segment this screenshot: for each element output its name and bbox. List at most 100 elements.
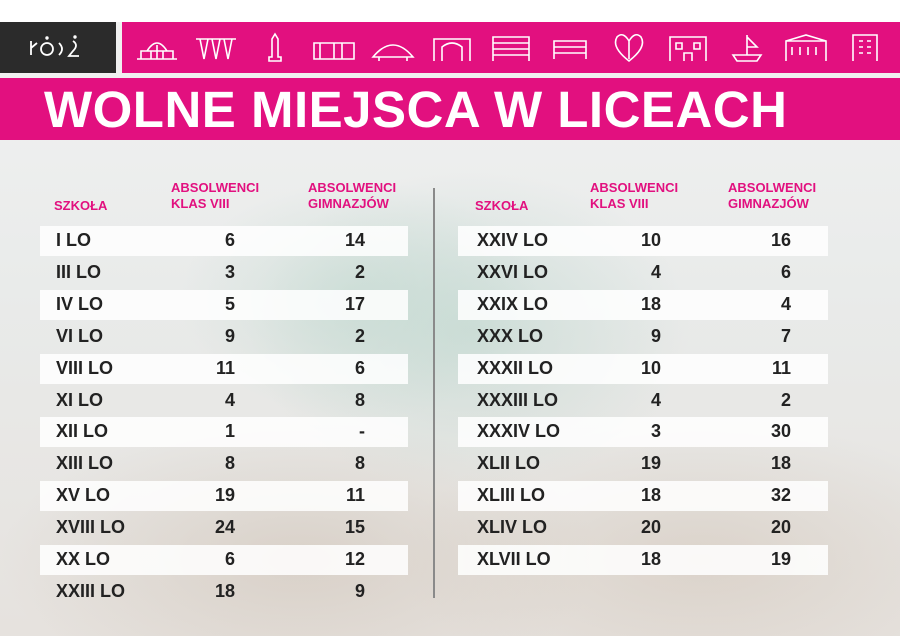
- table-row: XI LO 4 8: [40, 386, 408, 416]
- cell-gimnazjow: 2: [354, 325, 365, 346]
- cell-school: XVIII LO: [56, 517, 126, 538]
- cell-school: III LO: [56, 261, 101, 282]
- arena-icon: [371, 43, 415, 61]
- cell-gimnazjow: 11: [345, 485, 365, 506]
- cell-klas-viii: 1: [224, 421, 235, 442]
- cell-gimnazjow: 18: [770, 453, 791, 474]
- office-block-icon: [553, 39, 587, 59]
- cell-gimnazjow: 6: [780, 261, 791, 282]
- cell-klas-viii: 19: [640, 453, 661, 474]
- table-row: XIII LO 8 8: [40, 449, 408, 479]
- cell-klas-viii: 18: [640, 485, 661, 506]
- canopy-icon: [196, 37, 237, 59]
- cell-klas-viii: 20: [640, 517, 661, 538]
- cell-gimnazjow: 8: [354, 389, 365, 410]
- cell-school: XXVI LO: [477, 261, 549, 282]
- table-row: IV LO 5 17: [40, 289, 408, 320]
- header-klas-viii-right: ABSOLWENCI KLAS VIII: [590, 180, 678, 212]
- header-school-right: SZKOŁA: [475, 198, 529, 213]
- table-row: XLIV LO 20 20: [458, 513, 828, 543]
- cell-school: XXIX LO: [477, 293, 549, 314]
- cell-gimnazjow: 15: [344, 517, 365, 538]
- factory-icon: [313, 41, 356, 60]
- gate-icon: [433, 37, 471, 61]
- header-line: KLAS VIII: [171, 196, 230, 211]
- table-row: VIII LO 11 6: [40, 353, 408, 384]
- cell-gimnazjow: 14: [344, 230, 365, 250]
- header-line: GIMNAZJÓW: [728, 196, 809, 211]
- cell-klas-viii: 9: [650, 325, 661, 346]
- cell-school: XLVII LO: [477, 549, 551, 569]
- cell-klas-viii: 4: [650, 261, 661, 282]
- ship-icon: [731, 34, 763, 62]
- cell-klas-viii: 10: [640, 230, 661, 250]
- cell-gimnazjow: 2: [780, 389, 791, 410]
- cell-gimnazjow: 16: [770, 230, 791, 250]
- table-row: XXXIII LO 4 2: [458, 386, 828, 416]
- table-row: XXIII LO 18 9: [40, 577, 408, 607]
- header-line: KLAS VIII: [590, 196, 649, 211]
- cell-klas-viii: 19: [214, 485, 235, 506]
- table-row: VI LO 9 2: [40, 322, 408, 352]
- palace-icon: [668, 35, 707, 61]
- title-band: [0, 78, 900, 140]
- cell-school: VI LO: [56, 325, 104, 346]
- cell-klas-viii: 18: [640, 549, 661, 569]
- cell-school: XLIII LO: [477, 485, 546, 506]
- cell-school: XIII LO: [56, 453, 114, 474]
- cell-gimnazjow: 17: [344, 293, 365, 314]
- header-line: ABSOLWENCI: [308, 180, 397, 195]
- cell-gimnazjow: 4: [780, 293, 791, 314]
- cell-school: VIII LO: [56, 357, 114, 378]
- cell-gimnazjow: 32: [770, 485, 791, 506]
- cell-gimnazjow: 19: [770, 549, 791, 569]
- cell-school: XXX LO: [477, 325, 544, 346]
- header-line: GIMNAZJÓW: [308, 196, 389, 211]
- cell-gimnazjow: 20: [770, 517, 791, 538]
- cell-klas-viii: 9: [224, 325, 235, 346]
- cell-school: XXXIII LO: [477, 389, 559, 410]
- cell-school: XI LO: [56, 389, 104, 410]
- cell-gimnazjow: -: [359, 421, 365, 442]
- cell-gimnazjow: 30: [770, 421, 791, 442]
- cell-gimnazjow: 9: [354, 580, 365, 601]
- header-line: ABSOLWENCI: [171, 180, 260, 195]
- cell-klas-viii: 6: [224, 230, 235, 250]
- lodz-logo-mark: [30, 34, 79, 57]
- table-row: XLVII LO 18 19: [458, 545, 828, 575]
- cell-school: XXXIV LO: [477, 421, 561, 442]
- railway-station-icon: [137, 41, 178, 60]
- cell-klas-viii: 18: [640, 293, 661, 314]
- cell-school: XXIII LO: [56, 580, 126, 601]
- cell-klas-viii: 8: [224, 453, 235, 474]
- cell-school: I LO: [56, 230, 91, 250]
- cell-school: XXXII LO: [477, 357, 554, 378]
- table-row: XXIX LO 18 4: [458, 289, 828, 320]
- cell-school: XV LO: [56, 485, 111, 506]
- table-row: XXXII LO 10 11: [458, 353, 828, 384]
- header-line: ABSOLWENCI: [590, 180, 679, 195]
- page-title: WOLNE MIEJSCA W LICEACH: [44, 81, 788, 138]
- header-gimnazjow-left: ABSOLWENCI GIMNAZJÓW: [308, 180, 396, 212]
- cell-gimnazjow: 8: [354, 453, 365, 474]
- cell-klas-viii: 4: [650, 389, 661, 410]
- cell-gimnazjow: 6: [354, 357, 365, 378]
- cell-school: XLIV LO: [477, 517, 548, 538]
- table-row: XII LO 1 -: [40, 417, 408, 448]
- table-row: XLII LO 19 18: [458, 449, 828, 479]
- villa-icon: [784, 33, 827, 61]
- cell-gimnazjow: 12: [344, 549, 365, 569]
- cell-klas-viii: 11: [215, 357, 235, 378]
- column-divider: [433, 188, 435, 598]
- tower-icon: [851, 33, 878, 61]
- cell-klas-viii: 3: [224, 261, 235, 282]
- table-row: III LO 3 2: [40, 258, 408, 288]
- header-klas-viii-left: ABSOLWENCI KLAS VIII: [171, 180, 259, 212]
- cell-school: XX LO: [56, 549, 111, 569]
- lodz-logo: [0, 22, 116, 73]
- cell-school: XXIV LO: [477, 230, 549, 250]
- building-icon: [492, 35, 530, 61]
- table-row: XXIV LO 10 16: [458, 226, 828, 256]
- cell-school: IV LO: [56, 293, 104, 314]
- cell-klas-viii: 24: [214, 517, 235, 538]
